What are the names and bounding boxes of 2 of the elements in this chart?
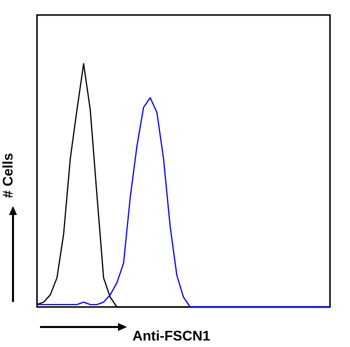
y-axis-title: # Cells [0,152,16,198]
x-axis-title: Anti-FSCN1 [132,328,210,344]
